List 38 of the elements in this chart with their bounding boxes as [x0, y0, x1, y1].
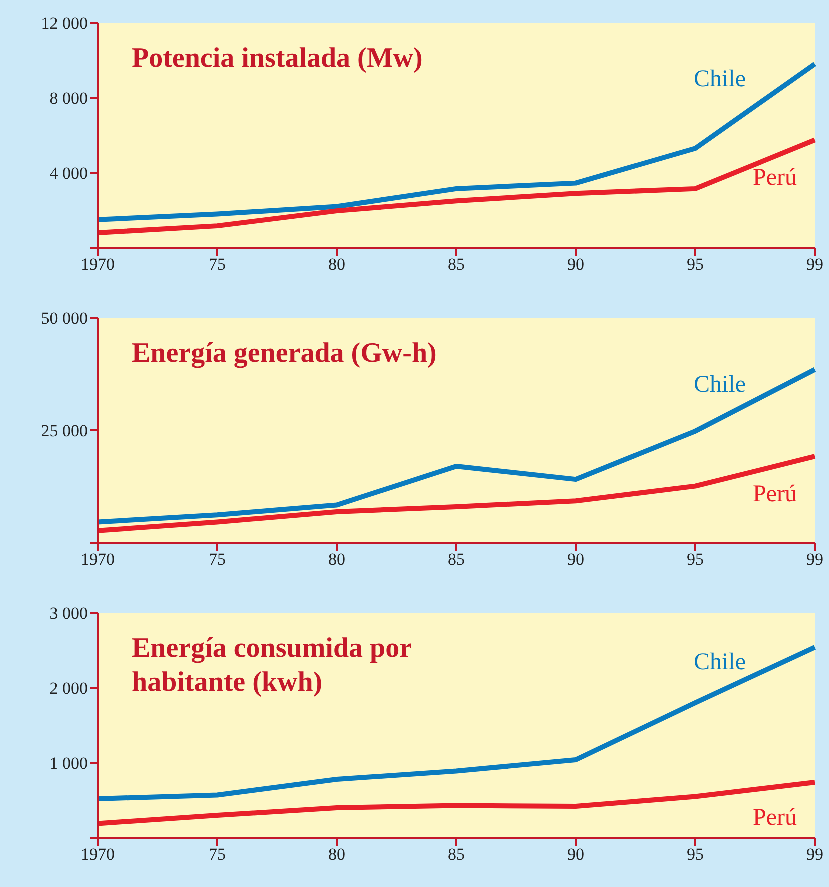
y-tick-label: 25 000	[41, 422, 88, 441]
text: Energía generada (Gw-h)	[132, 337, 437, 371]
x-tick-label: 99	[806, 255, 824, 274]
y-tick-label: 4 000	[50, 164, 88, 184]
x-tick-label: 90	[568, 255, 584, 274]
text: Energía consumida por habitante (kwh)	[132, 632, 413, 700]
series-label: Perú	[753, 165, 797, 192]
x-tick-label: 1970	[81, 845, 115, 864]
x-tick-label: 75	[209, 255, 226, 274]
x-tick-label: 80	[328, 255, 346, 274]
x-tick-label: 95	[687, 845, 704, 864]
y-tick-label: 1 000	[50, 754, 88, 774]
x-tick-label: 1970	[81, 255, 115, 274]
series-label: Perú	[753, 805, 797, 831]
x-tick-label: 75	[209, 845, 226, 864]
x-tick-label: 85	[448, 255, 465, 274]
x-tick-label: 1970	[81, 550, 115, 570]
x-tick-label: 85	[448, 550, 465, 570]
series-label: Perú	[753, 482, 797, 508]
x-tick-label: 75	[209, 550, 226, 570]
y-tick-label: 8 000	[50, 89, 88, 108]
series-label: Chile	[694, 372, 746, 398]
series-label: Chile	[694, 650, 746, 676]
series-label: Chile	[694, 66, 746, 92]
x-tick-label: 95	[687, 255, 704, 274]
y-tick-label: 12 000	[41, 14, 88, 34]
x-tick-label: 80	[328, 845, 346, 864]
y-tick-label: 50 000	[41, 309, 88, 328]
x-tick-label: 80	[328, 550, 346, 570]
x-tick-label: 95	[687, 550, 704, 570]
x-tick-label: 85	[448, 845, 465, 864]
x-tick-label: 90	[568, 845, 584, 864]
x-tick-label: 90	[568, 550, 584, 570]
x-tick-label: 99	[806, 550, 824, 570]
y-tick-label: 3 000	[50, 604, 88, 624]
y-tick-label: 2 000	[50, 679, 88, 698]
text: Potencia instalada (Mw)	[132, 42, 423, 76]
x-tick-label: 99	[806, 845, 824, 864]
